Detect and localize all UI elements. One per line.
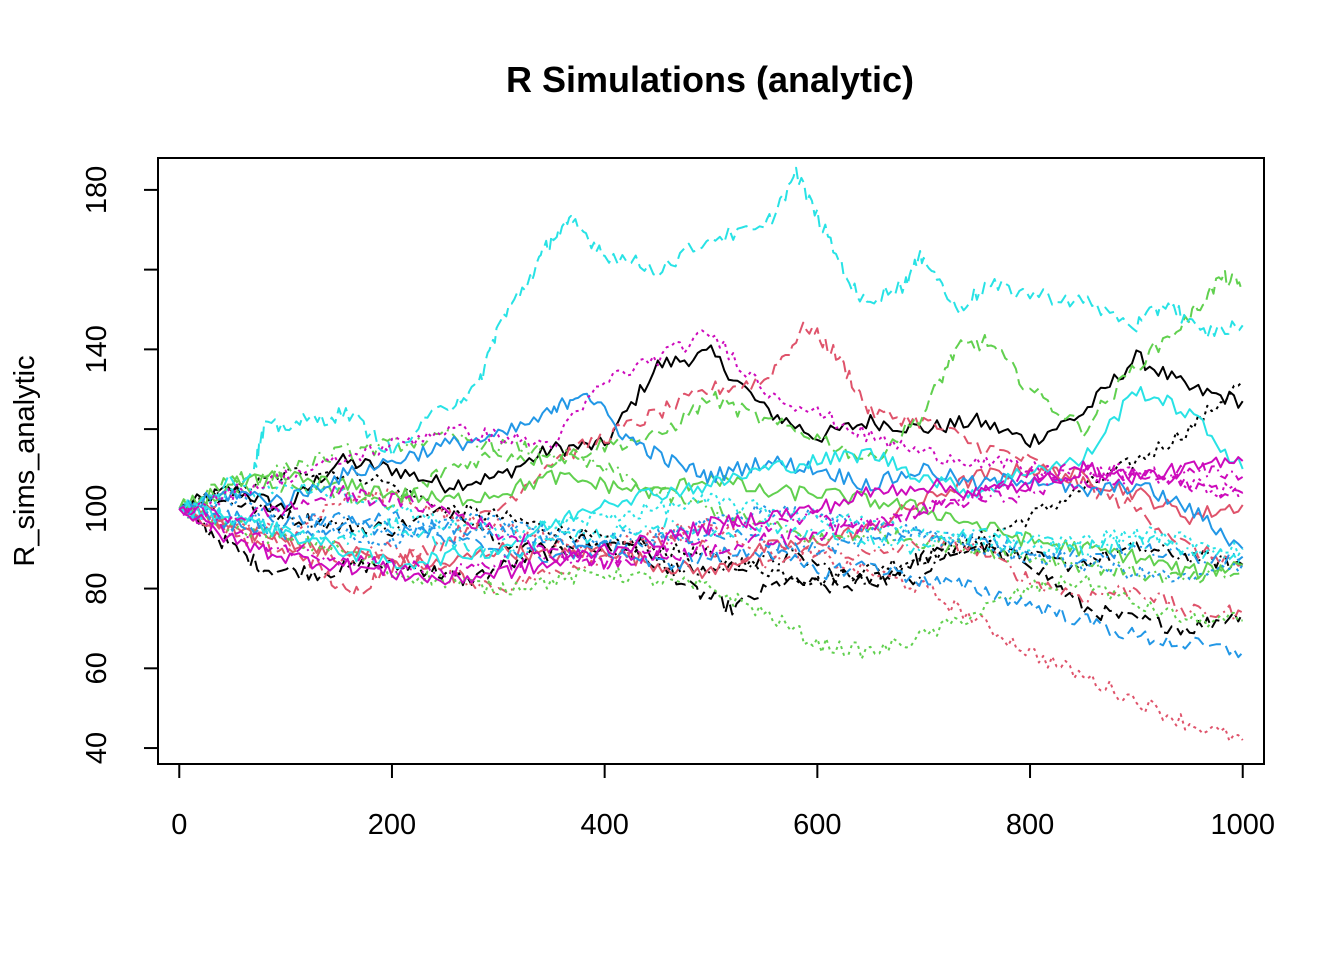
y-axis-label: R_sims_analytic xyxy=(9,355,41,566)
series-line-14 xyxy=(178,504,1244,659)
series-line-5 xyxy=(179,462,1244,579)
y-tick-label: 140 xyxy=(81,325,113,373)
y-tick-label: 80 xyxy=(81,572,113,604)
series-layer xyxy=(178,166,1244,742)
series-line-18 xyxy=(178,386,1244,570)
series-line-20 xyxy=(178,502,1244,563)
y-tick-label: 180 xyxy=(81,166,113,214)
x-tick-label: 0 xyxy=(171,809,187,841)
series-line-22 xyxy=(178,329,1244,516)
series-line-8 xyxy=(179,502,1244,621)
series-line-15 xyxy=(178,494,1244,583)
y-axis: 40 60 80 100 140 180 xyxy=(81,166,159,764)
series-line-21 xyxy=(178,456,1244,586)
series-line-6 xyxy=(179,321,1243,597)
series-line-10 xyxy=(179,506,1243,660)
series-line-3 xyxy=(179,506,1244,636)
series-line-23 xyxy=(178,462,1244,573)
x-tick-label: 800 xyxy=(1006,809,1054,841)
y-tick-label: 100 xyxy=(81,485,113,533)
series-line-24 xyxy=(178,462,1244,578)
x-tick-label: 1000 xyxy=(1210,809,1275,841)
series-line-9 xyxy=(178,270,1244,510)
chart-title: R Simulations (analytic) xyxy=(506,59,914,100)
x-axis: 0 200 400 600 800 1000 xyxy=(171,763,1275,841)
y-tick-label: 60 xyxy=(81,652,113,684)
series-line-7 xyxy=(178,486,1244,742)
series-line-1 xyxy=(178,344,1244,512)
y-tick-label: 40 xyxy=(81,732,113,764)
series-line-19 xyxy=(178,480,1244,557)
x-tick-label: 600 xyxy=(793,809,841,841)
x-tick-label: 400 xyxy=(580,809,628,841)
x-tick-label: 200 xyxy=(368,809,416,841)
